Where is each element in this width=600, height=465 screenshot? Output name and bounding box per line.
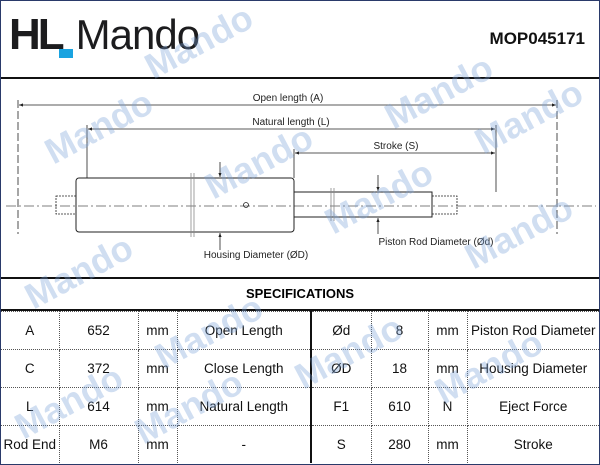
spec-cell-desc2: Housing Diameter	[466, 349, 599, 388]
spec-cell-unit2: mm	[427, 349, 468, 388]
open-length-label: Open length (A)	[253, 93, 324, 104]
spec-cell-desc1: -	[176, 425, 312, 463]
spec-cell-val1: 614	[58, 387, 139, 426]
gas-spring-drawing: Open length (A) Natural length (L) Strok…	[1, 79, 599, 279]
table-row: L 614 mm Natural Length F1 610 N Eject Force	[1, 387, 599, 426]
spec-cell-val2: 280	[370, 425, 429, 463]
spec-cell-sym1: A	[1, 311, 60, 350]
spec-cell-desc1: Natural Length	[176, 387, 312, 426]
spec-cell-sym2: Ød	[310, 311, 372, 350]
spec-cell-sym2: ØD	[310, 349, 372, 388]
housing-diameter-label: Housing Diameter (ØD)	[204, 250, 308, 261]
spec-cell-unit2: mm	[427, 311, 468, 350]
spec-cell-sym1: L	[1, 387, 60, 426]
spec-cell-val1: 652	[58, 311, 139, 350]
rod-diameter-label: Piston Rod Diameter (Ød)	[378, 237, 493, 248]
spec-cell-sym2: S	[310, 425, 372, 463]
spec-cell-val2: 8	[370, 311, 429, 350]
specifications-title: SPECIFICATIONS	[1, 279, 599, 311]
spec-cell-unit2: N	[427, 387, 468, 426]
spec-cell-desc2: Piston Rod Diameter	[466, 311, 599, 350]
table-row: A 652 mm Open Length Ød 8 mm Piston Rod Diamete…	[1, 311, 599, 350]
spec-cell-unit1: mm	[137, 311, 178, 350]
spec-cell-sym1: Rod End	[1, 425, 60, 463]
specifications-table: A 652 mm Open Length Ød 8 mm Piston Rod Diamete…	[1, 311, 599, 463]
spec-cell-sym2: F1	[310, 387, 372, 426]
spec-cell-val2: 610	[370, 387, 429, 426]
brand-accent-bar	[59, 49, 73, 58]
spec-cell-desc1: Close Length	[176, 349, 312, 388]
brand-logo: HL Mando	[9, 10, 200, 59]
spec-cell-val2: 18	[370, 349, 429, 388]
table-row: C 372 mm Close Length ØD 18 mm Housing Diameter	[1, 349, 599, 388]
spec-cell-unit1: mm	[137, 425, 178, 463]
technical-drawing: Open length (A) Natural length (L) Strok…	[6, 93, 596, 261]
stroke-label: Stroke (S)	[373, 141, 418, 152]
part-number: MOP045171	[489, 29, 585, 48]
spec-cell-unit2: mm	[427, 425, 468, 463]
spec-cell-desc2: Stroke	[466, 425, 599, 463]
spec-cell-sym1: C	[1, 349, 60, 388]
spec-cell-desc2: Eject Force	[466, 387, 599, 426]
brand-name: Mando	[75, 11, 200, 58]
table-row: Rod End M6 mm - S 280 mm Stroke	[1, 425, 599, 463]
spec-cell-unit1: mm	[137, 387, 178, 426]
brand-prefix: HL	[9, 10, 65, 59]
spec-cell-val1: M6	[58, 425, 139, 463]
spec-cell-desc1: Open Length	[176, 311, 312, 350]
spec-cell-val1: 372	[58, 349, 139, 388]
natural-length-label: Natural length (L)	[252, 117, 329, 128]
spec-cell-unit1: mm	[137, 349, 178, 388]
header: HL Mando MOP045171	[1, 1, 599, 79]
